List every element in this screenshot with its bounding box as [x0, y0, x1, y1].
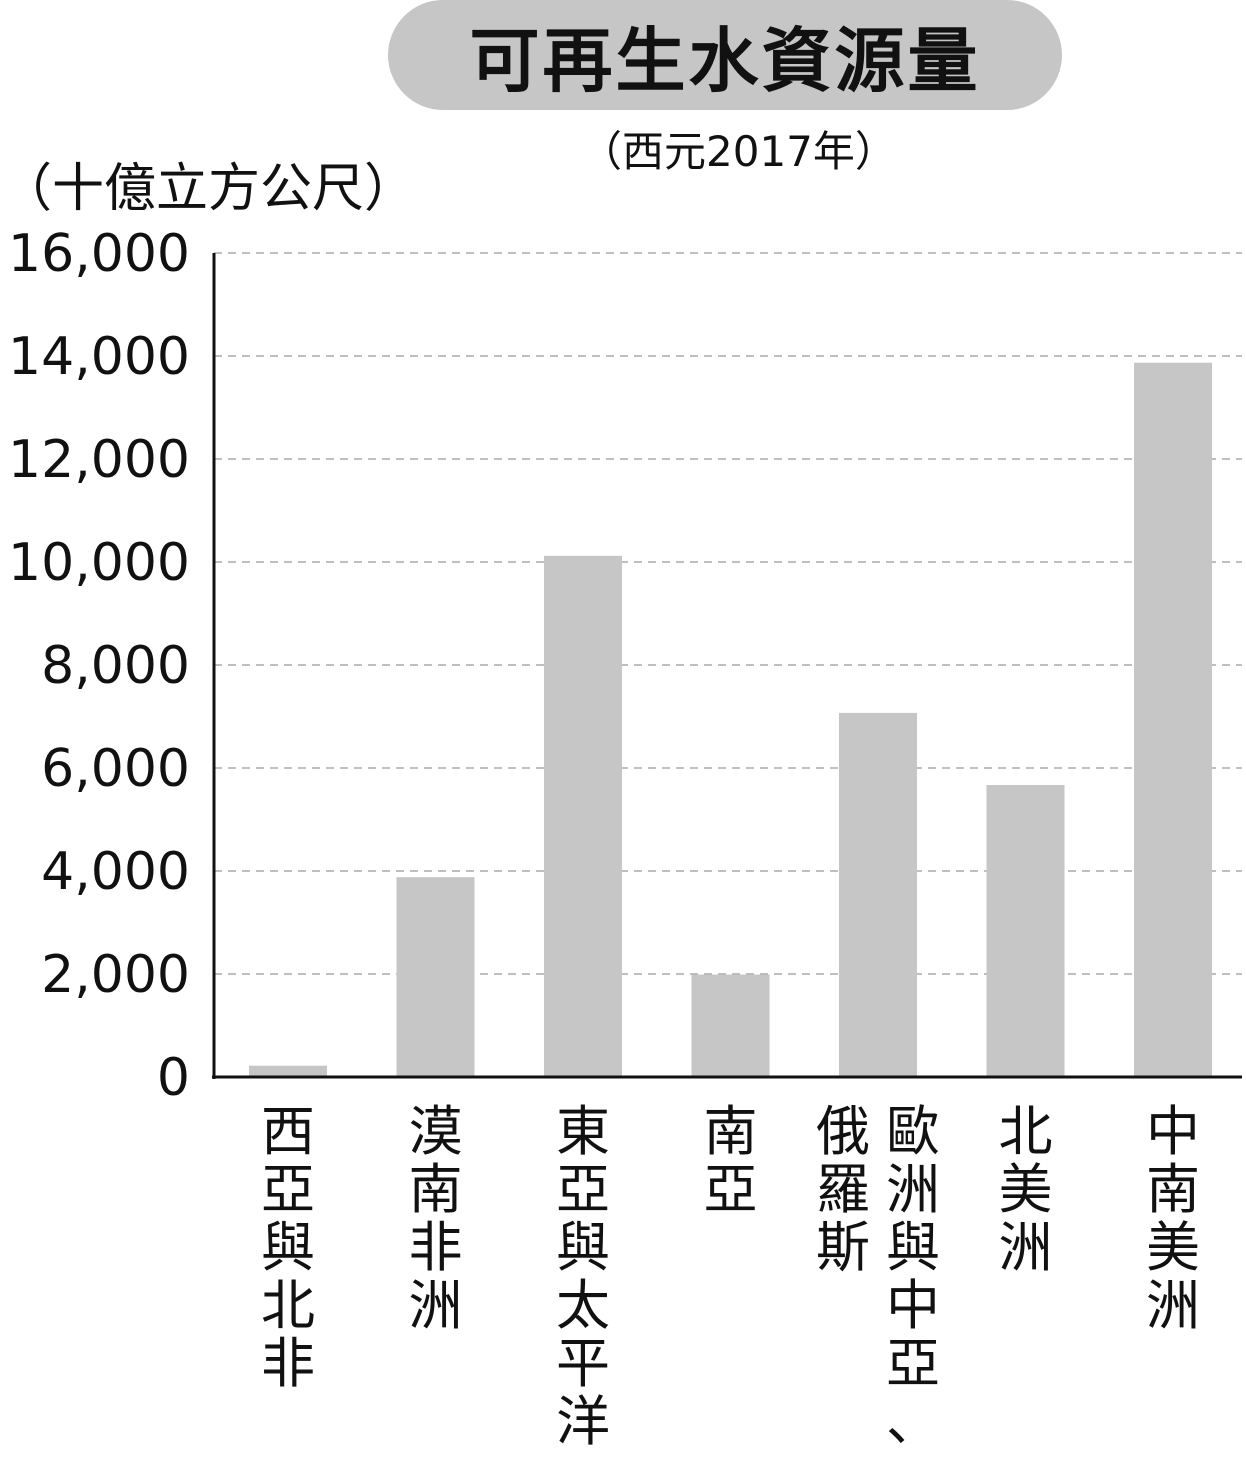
y-tick-label: 14,000	[8, 327, 190, 387]
y-tick-label: 16,000	[8, 224, 190, 284]
x-tick-label: 俄羅斯	[816, 1100, 870, 1279]
bar	[691, 974, 770, 1077]
bar	[1134, 362, 1212, 1077]
y-tick-label: 8,000	[41, 636, 190, 696]
y-tick-label: 0	[157, 1048, 190, 1108]
x-tick-label: 歐洲與中亞、	[886, 1100, 940, 1453]
y-axis-unit-label: （十億立方公尺）	[0, 159, 417, 219]
y-tick-label: 10,000	[8, 533, 190, 593]
chart-title: 可再生水資源量	[469, 19, 981, 102]
y-tick-label: 6,000	[41, 739, 190, 799]
bar	[249, 1065, 327, 1077]
bar	[839, 712, 917, 1077]
chart-subtitle: （西元2017年）	[580, 127, 897, 176]
y-tick-label: 4,000	[41, 842, 190, 902]
x-tick-label: 中南美洲	[1146, 1100, 1200, 1337]
bar	[396, 877, 475, 1077]
y-tick-label: 2,000	[41, 945, 190, 1005]
x-tick-label: 漠南非洲	[409, 1100, 463, 1337]
x-tick-label: 南亞	[704, 1100, 758, 1221]
x-tick-label: 東亞與太平洋	[556, 1100, 610, 1453]
title-pill: 可再生水資源量	[388, 0, 1062, 110]
x-tick-label: 北美洲	[999, 1100, 1053, 1279]
y-tick-label: 12,000	[8, 430, 190, 490]
bar	[986, 784, 1065, 1077]
bar	[544, 555, 622, 1077]
x-tick-label: 西亞與北非	[261, 1100, 315, 1395]
